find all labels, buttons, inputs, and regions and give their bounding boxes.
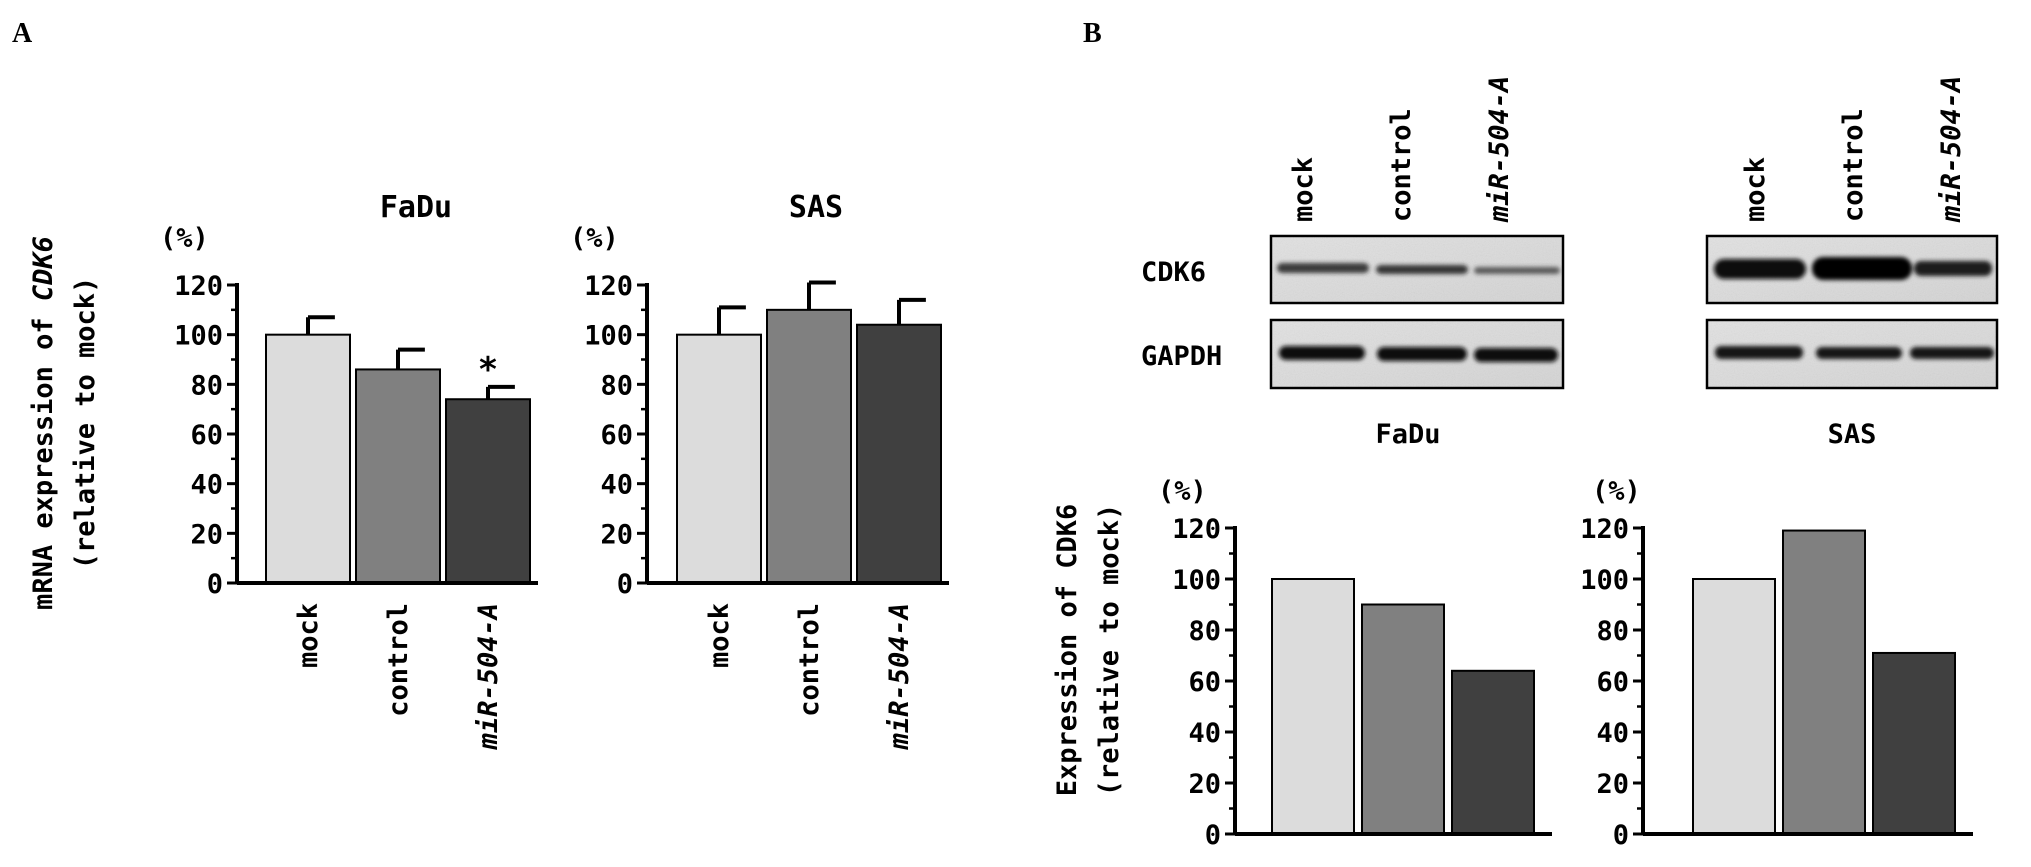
y-tick-label: 80 [1596,616,1629,647]
y-tick-label: 0 [617,569,633,600]
blot-sas-cdk6-band-mock [1714,259,1806,279]
panel-a-ylabel: mRNA expression of CDK6 [28,236,59,610]
blot-fadu-lane-mir: miR-504-A [1484,76,1515,223]
category-label: mock [704,603,735,668]
panel-b-ylabel-line2: (relative to mock) [1094,504,1125,797]
blot-fadu-gapdh-band-mock [1279,346,1365,360]
y-tick-label: 80 [600,370,633,401]
y-unit-label: (%) [1158,476,1207,507]
blot-fadu: mock control miR-504-A CDK6 GAPDH FaDu [1141,76,1565,450]
error-bar-a-fadu-2 [486,384,515,400]
bar-b-fadu-1 [1361,603,1445,835]
chart-a-fadu: mock control * miR-504-A 0 20 40 60 80 100 120 (%) F… [160,190,538,750]
chart-b-sas: 0 20 40 60 80 100 120 (%) [1580,476,1973,851]
y-unit-label: (%) [570,223,619,254]
panel-letter-a: A [12,18,33,49]
y-tick-label: 20 [600,519,633,550]
blot-sas-caption: SAS [1828,419,1877,450]
bar-a-fadu-2 [445,398,531,584]
y-tick-label: 100 [1172,565,1221,596]
blot-fadu-cdk6-band-control [1376,265,1468,274]
error-bar-a-sas-0 [717,305,746,335]
y-tick-label: 40 [1596,718,1629,749]
y-tick-label: 100 [1580,565,1629,596]
bar-a-fadu-1 [355,368,441,584]
blot-sas-cdk6-band-control [1812,257,1912,280]
y-tick-label: 40 [1188,718,1221,749]
panel-letter-b: B [1083,18,1102,49]
bar-a-fadu-0 [265,333,351,584]
chart-b-fadu: 0 20 40 60 80 100 120 (%) [1158,476,1552,851]
bar-b-fadu-0 [1271,578,1355,835]
y-tick-label: 20 [1188,769,1221,800]
bar-b-sas-0 [1692,578,1776,835]
y-tick-label: 40 [600,470,633,501]
blot-fadu-caption: FaDu [1375,419,1440,450]
category-label: control [794,603,825,717]
svg-text:mRNA expression of CDK6: mRNA expression of CDK6 [28,236,59,610]
blot-row-label-gapdh: GAPDH [1141,341,1222,372]
y-tick-label: 120 [174,271,223,302]
bar-a-sas-1 [766,308,852,584]
y-tick-label: 0 [207,569,223,600]
panel-b-ylabel-line1: Expression of CDK6 [1052,504,1083,797]
blot-fadu-lane-mock: mock [1288,157,1319,222]
blot-sas-gapdh-band-mock [1715,346,1803,359]
chart-title: FaDu [380,190,452,225]
panel-a-ylabel-prefix: mRNA expression of [28,301,59,610]
y-unit-label: (%) [160,223,209,254]
blot-sas-gapdh-band-mir [1910,347,1994,359]
y-tick-label: 120 [584,271,633,302]
chart-title: SAS [789,190,843,225]
blot-sas-lane-mock: mock [1740,157,1771,222]
bar-b-fadu-2 [1451,669,1535,835]
blot-fadu-gapdh-band-control [1377,347,1467,361]
y-tick-label: 100 [174,321,223,352]
panel-a-ylabel-line2: (relative to mock) [70,277,101,570]
blot-fadu-gapdh-band-mir [1474,348,1558,362]
bar-a-sas-2 [856,323,942,584]
bar-a-sas-0 [676,333,762,584]
chart-a-sas: mock control miR-504-A 0 20 40 60 80 100 120 (%) SA… [570,190,949,750]
y-tick-label: 40 [190,470,223,501]
y-tick-label: 120 [1580,514,1629,545]
y-unit-label: (%) [1592,476,1641,507]
category-label: miR-504-A [884,603,915,750]
y-tick-label: 0 [1613,820,1629,851]
y-tick-label: 0 [1205,820,1221,851]
y-tick-label: 60 [600,420,633,451]
blot-row-label-cdk6: CDK6 [1141,257,1206,288]
y-tick-label: 60 [1596,667,1629,698]
y-tick-label: 60 [1188,667,1221,698]
panel-a-ylabel-gene: CDK6 [28,236,59,301]
category-label: control [383,603,414,717]
category-label: mock [293,603,324,668]
y-tick-label: 60 [190,420,223,451]
blot-sas: mock control miR-504-A SAS [1705,76,1999,450]
bar-b-sas-1 [1782,529,1866,835]
bar-b-sas-2 [1872,651,1956,836]
blot-fadu-cdk6-band-mir [1474,267,1560,274]
error-bar-a-sas-1 [807,280,836,310]
significance-marker: * [478,350,498,390]
y-tick-label: 20 [1596,769,1629,800]
error-bar-a-fadu-1 [396,347,425,370]
blot-fadu-cdk6-band-mock [1277,263,1369,273]
blot-fadu-lane-control: control [1386,108,1417,222]
y-tick-label: 100 [584,321,633,352]
blot-sas-lane-control: control [1838,108,1869,222]
blot-sas-gapdh-band-control [1816,347,1902,359]
blot-sas-cdk6-band-mir [1914,261,1992,276]
blot-sas-lane-mir: miR-504-A [1936,76,1967,223]
y-tick-label: 20 [190,519,223,550]
category-label: miR-504-A [473,603,504,750]
y-tick-label: 80 [1188,616,1221,647]
y-tick-label: 80 [190,370,223,401]
error-bar-a-sas-2 [897,297,926,325]
y-tick-label: 120 [1172,514,1221,545]
error-bar-a-fadu-0 [306,315,335,335]
